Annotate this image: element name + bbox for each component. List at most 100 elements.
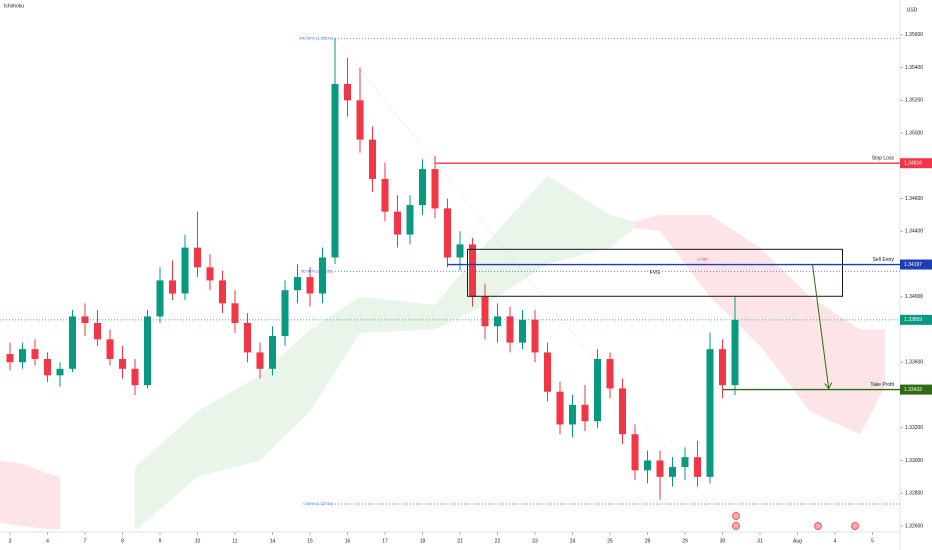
x-tick-label: 15 xyxy=(307,538,313,544)
candle-body xyxy=(6,354,14,363)
candle-body xyxy=(119,358,126,369)
candle-body xyxy=(319,257,326,294)
x-tick-label: 16 xyxy=(345,538,351,544)
candle-body xyxy=(656,460,664,477)
candle-body xyxy=(106,339,114,359)
x-tick-label: 29 xyxy=(682,538,688,544)
price-tag-label: 1.33433 xyxy=(904,387,922,393)
fib-label: 0.00% (1.32734) xyxy=(303,501,333,506)
level-name: Sell Entry xyxy=(873,257,895,263)
candle-body xyxy=(419,169,426,206)
candle-body xyxy=(469,244,476,297)
ichimoku-cloud xyxy=(0,460,60,530)
fib-note: 0.786 xyxy=(698,257,709,262)
candle-body xyxy=(444,208,451,258)
candle-body xyxy=(144,316,151,386)
candle-body xyxy=(256,352,264,369)
x-tick-label: 24 xyxy=(570,538,576,544)
x-tick-label: 4 xyxy=(46,538,49,544)
candle-body xyxy=(181,247,189,294)
y-tick-label: 1.32600 xyxy=(905,523,923,529)
candle-body xyxy=(56,368,64,376)
fib-diagonal xyxy=(334,38,711,505)
x-tick-label: 23 xyxy=(532,538,538,544)
candle-body xyxy=(731,319,739,386)
event-icon[interactable] xyxy=(851,522,859,530)
price-tag-label: 1.33859 xyxy=(904,317,922,323)
candle-body xyxy=(544,352,551,392)
candle-body xyxy=(606,358,614,389)
y-tick-label: 1.35000 xyxy=(905,130,923,136)
y-tick-label: 1.33600 xyxy=(905,360,923,366)
candle-body xyxy=(569,404,576,425)
fvg-label: FVG xyxy=(650,270,660,276)
price-tag xyxy=(900,314,932,325)
candle-body xyxy=(406,205,414,235)
y-tick-label: 1.34000 xyxy=(905,294,923,300)
candle-body xyxy=(219,280,226,304)
candle-body xyxy=(706,349,714,477)
candle-body xyxy=(494,316,501,327)
candle-body xyxy=(206,267,214,281)
candle-body xyxy=(306,277,314,294)
event-icon[interactable] xyxy=(732,512,740,520)
fib-label: 50.00% (1.34156) xyxy=(301,268,333,273)
x-tick-label: 28 xyxy=(645,538,651,544)
event-icons xyxy=(732,512,859,530)
candle-body xyxy=(194,247,201,268)
candle-body xyxy=(481,296,489,327)
candle-body xyxy=(619,388,626,435)
fib-label: 100.00% (1.35579) xyxy=(299,35,334,40)
price-tag-label: 1.34197 xyxy=(904,262,922,268)
x-tick-label: 5 xyxy=(871,538,874,544)
candle-body xyxy=(344,83,351,101)
level-name: Take Profit xyxy=(870,382,894,388)
candle-body xyxy=(356,100,364,140)
x-tick-label: 31 xyxy=(757,538,763,544)
price-tag xyxy=(900,158,932,169)
candle-body xyxy=(456,244,464,258)
candle-body xyxy=(156,280,164,317)
fvg-box xyxy=(467,248,843,297)
level-name: Stop Loss xyxy=(872,156,895,162)
event-icon[interactable] xyxy=(814,522,822,530)
candle-body xyxy=(394,211,401,235)
y-tick-label: 1.33200 xyxy=(905,425,923,431)
y-tick-label: 1.35600 xyxy=(905,32,923,38)
candle-body xyxy=(644,460,651,471)
x-tick-label: 17 xyxy=(382,538,388,544)
x-tick-label: 18 xyxy=(420,538,426,544)
candle-body xyxy=(294,277,301,291)
candle-body xyxy=(719,349,726,386)
y-tick-label: 1.34600 xyxy=(905,196,923,202)
candle-body xyxy=(669,467,676,477)
candle-body xyxy=(31,349,39,359)
candle-body xyxy=(431,169,439,209)
ichimoku-cloud xyxy=(135,175,635,531)
currency-label: USD xyxy=(907,7,918,13)
price-tag xyxy=(900,384,932,395)
x-tick-label: 7 xyxy=(84,538,87,544)
y-tick-label: 1.35200 xyxy=(905,98,923,104)
candle-body xyxy=(231,303,239,323)
x-tick-label: 22 xyxy=(495,538,501,544)
x-tick-label: Aug xyxy=(793,538,802,544)
candle-body xyxy=(94,322,101,340)
price-tag xyxy=(900,259,932,270)
candle-body xyxy=(556,391,564,425)
candle-body xyxy=(581,404,589,422)
candle-body xyxy=(269,336,276,369)
candle-body xyxy=(694,457,701,477)
candle-body xyxy=(44,358,51,376)
indicator-name: Ichimoku xyxy=(4,3,24,9)
candle-body xyxy=(681,457,689,468)
x-tick-label: 8 xyxy=(121,538,124,544)
event-icon[interactable] xyxy=(732,522,740,530)
candle-body xyxy=(19,349,26,363)
price-tag-label: 1.34816 xyxy=(904,161,922,167)
candle-body xyxy=(131,368,139,386)
y-tick-label: 1.35400 xyxy=(905,65,923,71)
candle-body xyxy=(281,290,289,337)
candle-body xyxy=(369,139,376,179)
